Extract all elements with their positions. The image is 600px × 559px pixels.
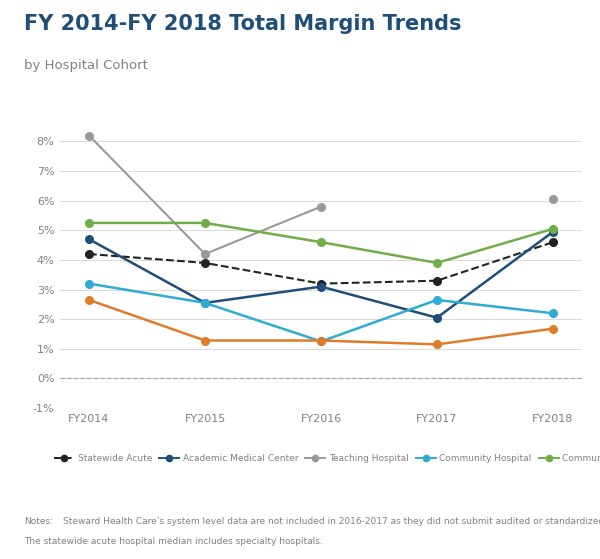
Text: Notes:: Notes:: [24, 517, 53, 526]
Text: The statewide acute hospital median includes specialty hospitals.: The statewide acute hospital median incl…: [24, 537, 323, 546]
Text: by Hospital Cohort: by Hospital Cohort: [24, 59, 148, 72]
Legend: Statewide Acute, Academic Medical Center, Teaching Hospital, Community Hospital,: Statewide Acute, Academic Medical Center…: [54, 454, 600, 463]
Text: Steward Health Care’s system level data are not included in 2016-2017 as they di: Steward Health Care’s system level data …: [63, 517, 600, 526]
Text: FY 2014-FY 2018 Total Margin Trends: FY 2014-FY 2018 Total Margin Trends: [24, 14, 461, 34]
